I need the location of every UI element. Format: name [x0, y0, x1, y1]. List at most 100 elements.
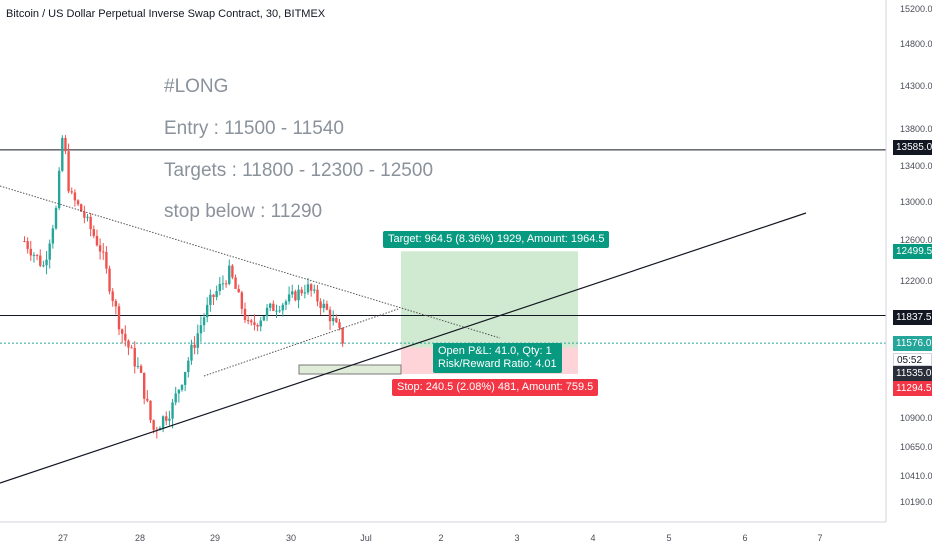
candle-body — [294, 291, 297, 301]
candle — [48, 239, 51, 269]
triangle-support-line — [203, 308, 399, 377]
candle — [303, 284, 307, 299]
time-tick-label: Jul — [360, 533, 372, 543]
candle-body — [199, 325, 203, 334]
stop-label[interactable]: Stop: 240.5 (2.08%) 481, Amount: 759.5 — [392, 379, 599, 396]
time-tick-label: 4 — [590, 533, 596, 543]
time-tick-label: 2 — [438, 533, 444, 543]
candle — [165, 411, 168, 426]
candle — [177, 389, 181, 403]
candle — [130, 344, 133, 349]
candle-body — [212, 294, 215, 298]
candle-body — [83, 211, 86, 218]
candle — [212, 294, 215, 306]
candle-body — [303, 292, 307, 294]
candle-body — [124, 333, 127, 341]
candle-body — [190, 344, 193, 361]
candle-body — [117, 306, 121, 330]
candle-body — [306, 284, 310, 293]
time-tick-label: 29 — [209, 533, 221, 543]
candle-body — [262, 316, 266, 321]
candle-body — [168, 418, 171, 421]
candle-body — [32, 254, 36, 256]
target-label[interactable]: Target: 964.5 (8.36%) 1929, Amount: 1964… — [383, 231, 610, 248]
candle-body — [143, 372, 146, 399]
candle-body — [42, 265, 45, 267]
candle-body — [206, 304, 209, 318]
candle — [83, 205, 86, 224]
candle — [256, 323, 259, 332]
time-tick-label: 7 — [817, 533, 823, 543]
time-tick-label: 28 — [134, 533, 146, 543]
candle — [26, 237, 29, 254]
candle — [306, 277, 310, 295]
annotation-long[interactable]: #LONG — [164, 76, 229, 97]
candle-body — [218, 283, 221, 292]
candle-body — [265, 307, 269, 317]
candle-body — [281, 304, 284, 311]
pnl-label[interactable]: Open P&L: 41.0, Qty: 1 Risk/Reward Ratio… — [433, 343, 562, 373]
candle — [171, 398, 174, 429]
candle-body — [171, 402, 174, 419]
candle-body — [240, 292, 244, 309]
annotation-entry[interactable]: Entry : 11500 - 11540 — [164, 118, 344, 139]
candle-body — [177, 389, 181, 394]
candle — [332, 310, 335, 326]
chart-title: Bitcoin / US Dollar Perpetual Inverse Sw… — [6, 8, 326, 20]
candle — [61, 135, 64, 173]
candle-body — [57, 170, 61, 209]
candle-body — [256, 325, 259, 327]
annotation-targets[interactable]: Targets : 11800 - 12300 - 12500 — [164, 160, 434, 181]
time-tick-label: 3 — [514, 533, 520, 543]
price-tick-label: 13000.0 — [900, 197, 932, 207]
price-tick-label: 10410.0 — [900, 471, 932, 481]
candle — [341, 327, 344, 347]
candle-body — [54, 208, 58, 229]
annotation-stop[interactable]: stop below : 11290 — [164, 201, 323, 222]
candle — [281, 302, 284, 317]
price-tag: 13585.0 — [893, 140, 932, 155]
candle — [319, 298, 322, 315]
candle-body — [183, 372, 187, 385]
candle — [187, 356, 190, 378]
candle-body — [29, 248, 32, 256]
candle — [228, 259, 231, 286]
candle — [92, 225, 95, 239]
candle-body — [309, 284, 313, 291]
candle-body — [187, 360, 190, 373]
candle-body — [202, 317, 206, 326]
price-tag: 12499.5 — [893, 244, 932, 259]
candlestick-series — [23, 135, 344, 439]
candle — [190, 339, 193, 365]
candle — [155, 426, 158, 439]
candle-body — [73, 192, 77, 201]
candle-body — [146, 398, 149, 401]
candle — [183, 371, 187, 392]
candle — [143, 372, 146, 405]
candle-body — [221, 283, 225, 285]
candle-body — [319, 301, 322, 309]
candle-body — [231, 265, 234, 278]
candle-body — [174, 393, 177, 403]
candle — [265, 304, 269, 322]
candle-body — [130, 347, 133, 349]
price-tick-label: 10190.0 — [900, 497, 932, 507]
ascending-trendline — [0, 212, 807, 484]
candle — [246, 314, 250, 325]
price-tag: 11837.5 — [893, 310, 932, 325]
candle — [45, 250, 48, 275]
candle-body — [102, 251, 105, 253]
candle — [32, 252, 36, 263]
candle-body — [39, 255, 42, 266]
candle — [325, 300, 329, 311]
candle — [114, 298, 118, 315]
horizontal-levels — [0, 149, 886, 344]
target-zone — [401, 251, 578, 348]
candle-body — [136, 365, 140, 367]
candle — [209, 289, 212, 312]
candle-body — [23, 241, 26, 242]
candle — [275, 304, 278, 319]
candle — [250, 318, 253, 326]
candle — [269, 302, 272, 312]
